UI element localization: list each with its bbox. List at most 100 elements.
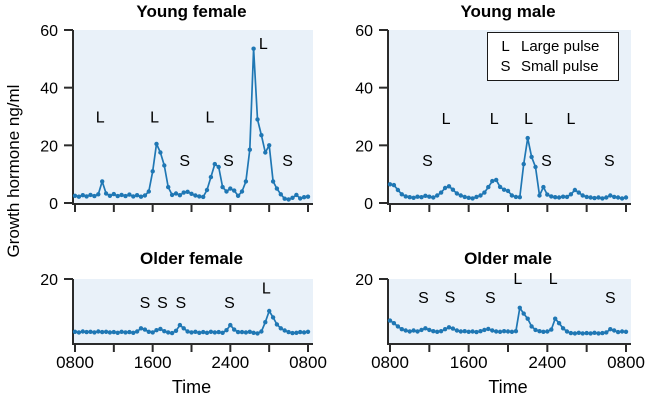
data-point bbox=[100, 179, 105, 184]
data-point bbox=[142, 327, 148, 332]
data-point bbox=[470, 329, 475, 334]
y-tick-label: 20 bbox=[355, 272, 373, 289]
x-tick-label: 2400 bbox=[211, 353, 249, 372]
data-point bbox=[146, 189, 151, 194]
legend-symbol-large: L bbox=[501, 37, 510, 55]
data-point bbox=[486, 184, 491, 190]
data-point bbox=[442, 327, 448, 332]
data-point bbox=[247, 147, 252, 152]
data-point bbox=[267, 308, 272, 314]
y-axis-label: Growth hormone ng/ml bbox=[4, 84, 23, 258]
data-point bbox=[96, 192, 101, 197]
data-point bbox=[305, 194, 311, 199]
data-point bbox=[592, 195, 597, 201]
data-point bbox=[158, 326, 163, 332]
legend-symbol-small: S bbox=[500, 58, 511, 76]
data-point bbox=[407, 195, 412, 200]
data-point bbox=[486, 326, 491, 332]
data-point bbox=[247, 329, 252, 334]
data-point bbox=[391, 182, 397, 188]
plot-area bbox=[73, 30, 313, 203]
data-point bbox=[619, 196, 625, 201]
data-point bbox=[84, 194, 89, 199]
data-point bbox=[505, 329, 511, 334]
data-point bbox=[263, 320, 268, 325]
data-point bbox=[282, 328, 287, 333]
pulse-label-L: L bbox=[205, 110, 214, 127]
panel-title-young-male: Young male bbox=[460, 2, 556, 21]
data-point bbox=[387, 318, 393, 323]
data-point bbox=[576, 330, 581, 335]
data-point bbox=[96, 329, 101, 334]
data-point bbox=[568, 330, 574, 336]
pulse-label-L: L bbox=[549, 271, 558, 288]
data-point bbox=[138, 194, 144, 199]
data-point bbox=[411, 195, 416, 200]
data-point bbox=[212, 330, 217, 335]
data-point bbox=[251, 46, 256, 51]
data-point bbox=[294, 330, 299, 335]
data-point bbox=[407, 329, 412, 334]
data-point bbox=[232, 327, 237, 332]
pulse-label-L: L bbox=[150, 110, 159, 127]
data-point bbox=[127, 329, 132, 335]
x-tick-label: 0800 bbox=[607, 353, 645, 372]
pulse-label-S: S bbox=[445, 289, 456, 306]
pulse-label-S: S bbox=[179, 153, 190, 170]
data-point bbox=[623, 195, 629, 200]
data-point bbox=[517, 195, 522, 200]
y-tick-label: 40 bbox=[40, 81, 58, 98]
data-point bbox=[278, 326, 283, 331]
data-point bbox=[235, 329, 241, 335]
pulse-label-L: L bbox=[524, 111, 533, 128]
data-point bbox=[446, 325, 452, 330]
data-point bbox=[580, 193, 585, 198]
data-point bbox=[216, 329, 221, 335]
data-point bbox=[185, 329, 190, 334]
data-point bbox=[138, 326, 144, 331]
data-point bbox=[169, 330, 175, 336]
data-point bbox=[228, 322, 233, 328]
pulse-label-S: S bbox=[418, 290, 429, 307]
data-point bbox=[298, 196, 303, 201]
data-point bbox=[301, 330, 307, 335]
pulse-label-L: L bbox=[259, 36, 268, 53]
data-point bbox=[435, 193, 440, 198]
data-point bbox=[154, 328, 159, 333]
pulse-label-L: L bbox=[566, 111, 575, 128]
data-point bbox=[541, 329, 546, 334]
data-point bbox=[301, 195, 307, 200]
data-point bbox=[235, 193, 241, 198]
data-point bbox=[553, 195, 558, 200]
data-point bbox=[513, 194, 519, 200]
y-tick-label: 0 bbox=[364, 196, 373, 213]
data-point bbox=[517, 305, 522, 310]
x-tick-label: 0800 bbox=[289, 353, 327, 372]
data-point bbox=[612, 194, 617, 200]
data-point bbox=[399, 327, 404, 332]
data-point bbox=[423, 193, 428, 198]
data-point bbox=[146, 329, 151, 334]
y-tick-label: 60 bbox=[40, 23, 58, 40]
data-point bbox=[224, 328, 229, 333]
data-point bbox=[533, 327, 538, 333]
data-point bbox=[556, 195, 562, 200]
data-point bbox=[286, 329, 291, 335]
data-point bbox=[482, 190, 487, 195]
data-point bbox=[391, 321, 397, 326]
data-point bbox=[92, 193, 97, 199]
data-point bbox=[525, 316, 530, 321]
pulse-label-S: S bbox=[541, 153, 552, 170]
data-point bbox=[286, 197, 291, 202]
legend-item-small-pulse: S Small pulse bbox=[499, 59, 618, 74]
data-point bbox=[255, 331, 260, 336]
data-point bbox=[107, 330, 113, 335]
data-point bbox=[604, 330, 609, 335]
data-point bbox=[119, 192, 124, 198]
data-point bbox=[427, 327, 432, 333]
data-point bbox=[494, 329, 499, 334]
pulse-label-L: L bbox=[262, 281, 271, 298]
data-point bbox=[305, 329, 311, 334]
data-point bbox=[431, 195, 436, 200]
